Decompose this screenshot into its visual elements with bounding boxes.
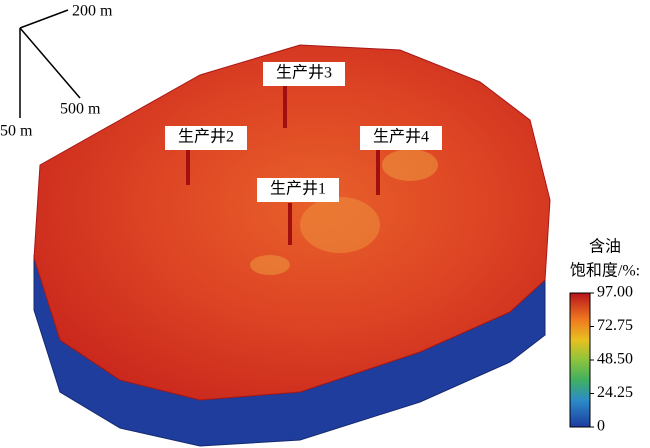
well-label: 生产井3 xyxy=(276,64,332,82)
well-label: 生产井1 xyxy=(270,180,326,198)
well-label-box xyxy=(263,62,345,86)
axis-label: 500 m xyxy=(60,101,101,118)
colorbar-tick-label: 0 xyxy=(597,418,605,435)
well-label: 生产井4 xyxy=(373,128,429,146)
well-label-box xyxy=(257,178,339,202)
axis-line xyxy=(19,9,69,29)
well-label: 生产井2 xyxy=(178,128,234,146)
surface-highlight xyxy=(382,149,438,181)
colorbar xyxy=(569,292,591,428)
colorbar-title: 含油 xyxy=(589,238,621,256)
colorbar-tick-label: 24.25 xyxy=(597,384,633,401)
colorbar-tick-label: 97.00 xyxy=(597,284,633,301)
scale-axes xyxy=(19,9,81,118)
axis-line xyxy=(19,27,81,99)
axis-label: 50 m xyxy=(0,123,33,140)
surface-highlight xyxy=(250,255,290,275)
well-label-box xyxy=(360,126,442,150)
colorbar-title: 饱和度/%: xyxy=(570,262,640,280)
colorbar-tick-label: 72.75 xyxy=(597,317,633,334)
well-label-box xyxy=(165,126,247,150)
colorbar-tick-label: 48.50 xyxy=(597,351,633,368)
axis-label: 200 m xyxy=(72,3,113,20)
surface-highlight xyxy=(300,197,380,253)
